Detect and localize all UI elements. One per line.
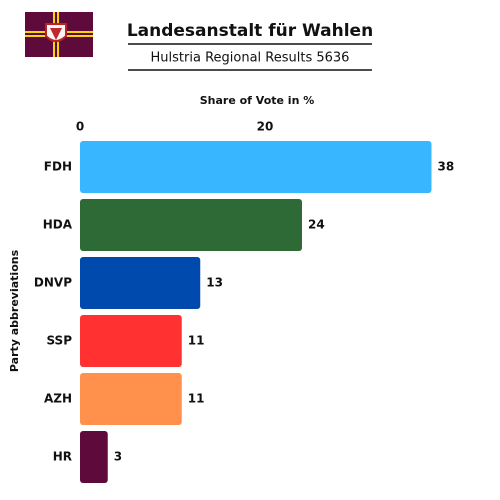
value-label: 13 bbox=[206, 276, 223, 290]
bar bbox=[80, 199, 302, 251]
x-tick-label: 20 bbox=[257, 120, 274, 134]
value-label: 38 bbox=[438, 160, 455, 174]
value-label: 24 bbox=[308, 218, 325, 232]
bar bbox=[80, 141, 432, 193]
y-tick-label: HDA bbox=[43, 218, 73, 232]
x-tick-label: 0 bbox=[76, 120, 84, 134]
value-label: 3 bbox=[114, 450, 122, 464]
bar bbox=[80, 315, 182, 367]
chart-title: Landesanstalt für Wahlen bbox=[127, 21, 373, 41]
y-tick-label: SSP bbox=[46, 334, 72, 348]
value-label: 11 bbox=[188, 392, 205, 406]
y-tick-label: AZH bbox=[44, 392, 72, 406]
y-axis-label: Party abbreviations bbox=[8, 249, 21, 372]
flag bbox=[25, 12, 93, 57]
y-tick-label: DNVP bbox=[34, 276, 72, 290]
x-axis-label: Share of Vote in % bbox=[200, 94, 315, 107]
y-tick-label: FDH bbox=[44, 160, 72, 174]
chart-subtitle: Hulstria Regional Results 5636 bbox=[151, 51, 350, 66]
bar bbox=[80, 257, 201, 309]
bar bbox=[80, 431, 108, 483]
bar bbox=[80, 373, 182, 425]
y-tick-label: HR bbox=[53, 450, 72, 464]
value-label: 11 bbox=[188, 334, 205, 348]
